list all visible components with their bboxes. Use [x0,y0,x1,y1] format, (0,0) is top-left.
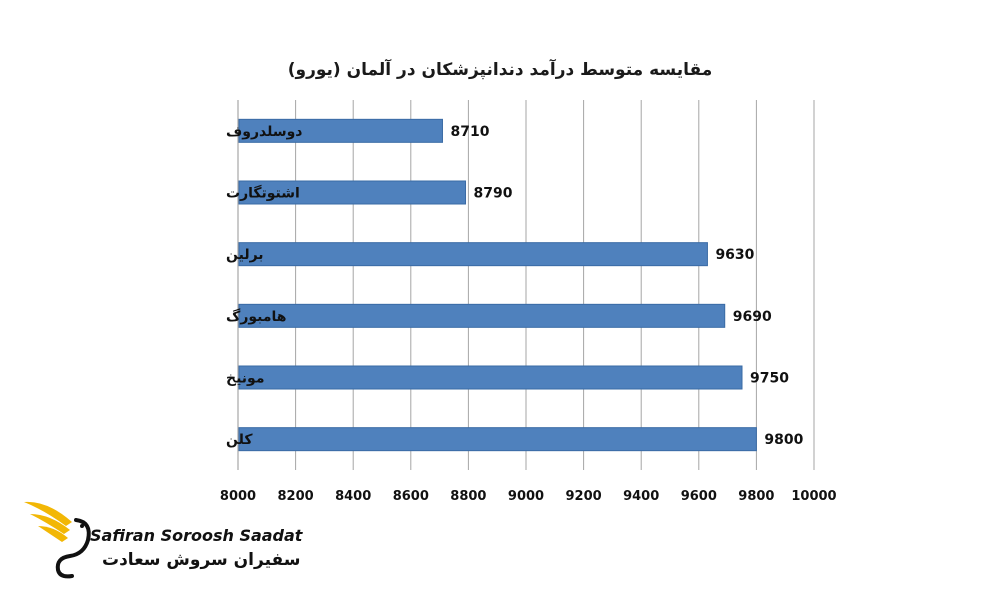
x-tick-label: 8600 [393,489,429,504]
data-label: 8790 [474,186,513,202]
bar [238,365,743,390]
x-tick-label: 9800 [738,489,774,504]
category-label: دوسلدروف [226,124,302,140]
x-tick-label: 8800 [450,489,486,504]
bars [238,118,757,452]
value-labels: 8710 8790 9630 9690 9750 9800 [450,124,803,448]
x-axis-ticks: 8000 8200 8400 8600 8800 9000 9200 9400 9600 9800… [220,489,837,504]
x-tick-label: 9200 [566,489,602,504]
logo-text-en: Safiran Soroosh Saadat [90,526,303,545]
x-tick-label: 9000 [508,489,544,504]
category-label: کلن [226,432,253,448]
data-label: 9800 [764,432,803,448]
chart-title: مقایسه متوسط درآمد دندانپزشکان در آلمان … [288,58,712,80]
bar [238,427,757,452]
gridlines [237,100,815,470]
category-label: برلین [226,247,264,263]
category-label: مونیخ [226,371,265,387]
x-tick-label: 10000 [791,489,836,504]
data-label: 8710 [450,124,489,140]
x-tick-label: 9400 [623,489,659,504]
bar [238,118,443,143]
data-label: 9750 [750,371,789,387]
data-label: 9630 [715,247,754,263]
x-tick-label: 8400 [335,489,371,504]
x-tick-label: 9600 [681,489,717,504]
category-labels: دوسلدروف اشتوتگارت برلین هامبورگ مونیخ کلن [226,124,302,448]
x-tick-label: 8000 [220,489,256,504]
eagle-icon [24,501,91,579]
data-label: 9690 [733,309,772,325]
category-label: هامبورگ [226,308,287,325]
category-label: اشتوتگارت [226,185,300,202]
bar [238,242,708,267]
brand-logo: Safiran Soroosh Saadat سفیران سروش سعادت [22,492,302,582]
bar [238,180,467,205]
x-tick-label: 8200 [278,489,314,504]
bar [238,303,726,328]
logo-text-fa: سفیران سروش سعادت [102,550,301,570]
